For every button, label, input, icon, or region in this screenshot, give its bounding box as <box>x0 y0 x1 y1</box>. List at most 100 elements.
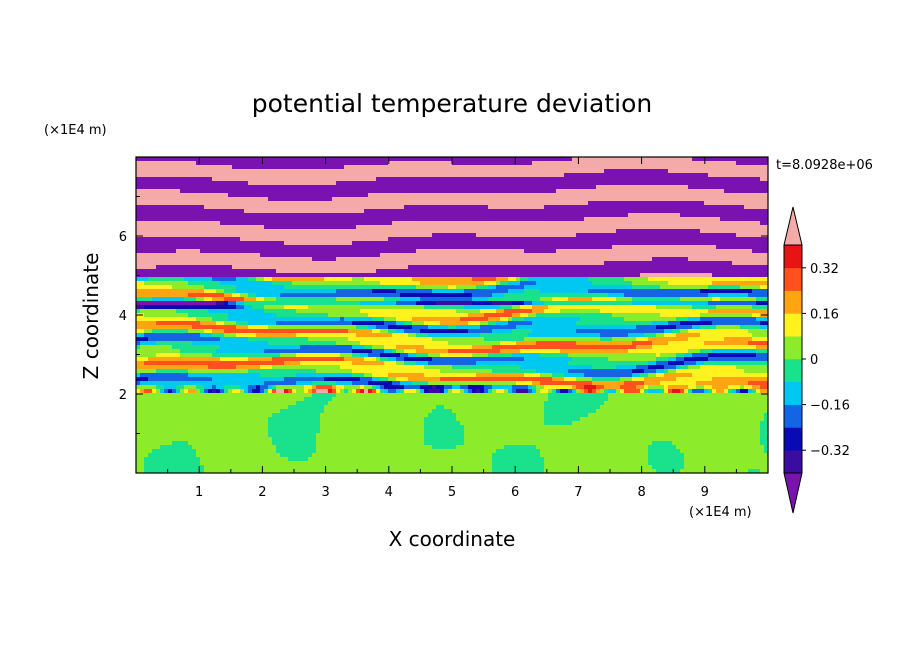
field-cell <box>244 277 249 282</box>
field-cell <box>384 273 389 278</box>
field-cell <box>444 281 449 286</box>
field-cell <box>140 281 145 286</box>
field-cell <box>536 257 541 262</box>
field-cell <box>400 161 405 166</box>
field-cell <box>380 213 385 218</box>
field-cell <box>300 233 305 238</box>
field-cell <box>144 185 149 190</box>
field-cell <box>268 197 273 202</box>
field-cell <box>348 257 353 262</box>
field-cell <box>404 233 409 238</box>
field-cell <box>376 193 381 198</box>
field-cell <box>244 197 249 202</box>
field-cell <box>308 193 313 198</box>
field-cell <box>660 213 665 218</box>
field-cell <box>680 161 685 166</box>
field-cell <box>648 273 653 278</box>
field-cell <box>352 233 357 238</box>
field-cell <box>364 157 369 162</box>
field-cell <box>564 277 569 282</box>
field-cell <box>272 265 277 270</box>
field-cell <box>756 205 761 210</box>
field-cell <box>248 189 253 194</box>
field-cell <box>396 265 401 270</box>
field-cell <box>316 265 321 270</box>
field-cell <box>336 245 341 250</box>
field-cell <box>540 225 545 230</box>
field-cell <box>312 281 317 286</box>
field-cell <box>480 193 485 198</box>
field-cell <box>172 201 177 206</box>
field-cell <box>324 273 329 278</box>
field-cell <box>736 249 741 254</box>
field-cell <box>632 225 637 230</box>
field-cell <box>540 217 545 222</box>
field-cell <box>472 157 477 162</box>
field-cell <box>220 161 225 166</box>
field-cell <box>368 277 373 282</box>
field-cell <box>252 281 257 286</box>
field-cell <box>736 181 741 186</box>
field-cell <box>732 257 737 262</box>
field-cell <box>168 209 173 214</box>
field-cell <box>364 229 369 234</box>
field-cell <box>356 273 361 278</box>
field-cell <box>172 261 177 266</box>
field-cell <box>368 265 373 270</box>
field-cell <box>168 273 173 278</box>
field-cell <box>540 201 545 206</box>
field-cell <box>504 281 509 286</box>
field-cell <box>168 261 173 266</box>
field-cell <box>380 217 385 222</box>
field-cell <box>188 269 193 274</box>
field-cell <box>408 177 413 182</box>
field-cell <box>548 177 553 182</box>
field-cell <box>536 273 541 278</box>
field-cell <box>448 173 453 178</box>
field-cell <box>460 281 465 286</box>
field-cell <box>336 201 341 206</box>
field-cell <box>624 233 629 238</box>
field-cell <box>528 237 533 242</box>
field-cell <box>512 189 517 194</box>
field-cell <box>464 181 469 186</box>
field-cell <box>560 253 565 258</box>
field-cell <box>712 237 717 242</box>
field-cell <box>388 229 393 234</box>
field-cell <box>480 253 485 258</box>
field-cell <box>232 225 237 230</box>
field-cell <box>172 213 177 218</box>
field-cell <box>316 193 321 198</box>
field-cell <box>300 261 305 266</box>
field-cell <box>144 253 149 258</box>
field-cell <box>456 217 461 222</box>
field-cell <box>260 241 265 246</box>
field-cell <box>676 241 681 246</box>
field-cell <box>688 277 693 282</box>
field-cell <box>392 169 397 174</box>
field-cell <box>664 185 669 190</box>
field-cell <box>280 213 285 218</box>
field-cell <box>548 189 553 194</box>
field-cell <box>224 249 229 254</box>
field-cell <box>292 281 297 286</box>
field-cell <box>152 205 157 210</box>
field-cell <box>272 257 277 262</box>
field-cell <box>428 181 433 186</box>
field-cell <box>488 169 493 174</box>
field-cell <box>180 217 185 222</box>
field-cell <box>344 169 349 174</box>
field-cell <box>408 273 413 278</box>
field-cell <box>484 265 489 270</box>
field-cell <box>508 169 513 174</box>
field-cell <box>224 273 229 278</box>
field-cell <box>280 273 285 278</box>
field-cell <box>432 177 437 182</box>
field-cell <box>540 273 545 278</box>
field-cell <box>368 269 373 274</box>
field-cell <box>176 201 181 206</box>
field-cell <box>748 173 753 178</box>
field-cell <box>480 181 485 186</box>
field-cell <box>692 245 697 250</box>
field-cell <box>412 209 417 214</box>
